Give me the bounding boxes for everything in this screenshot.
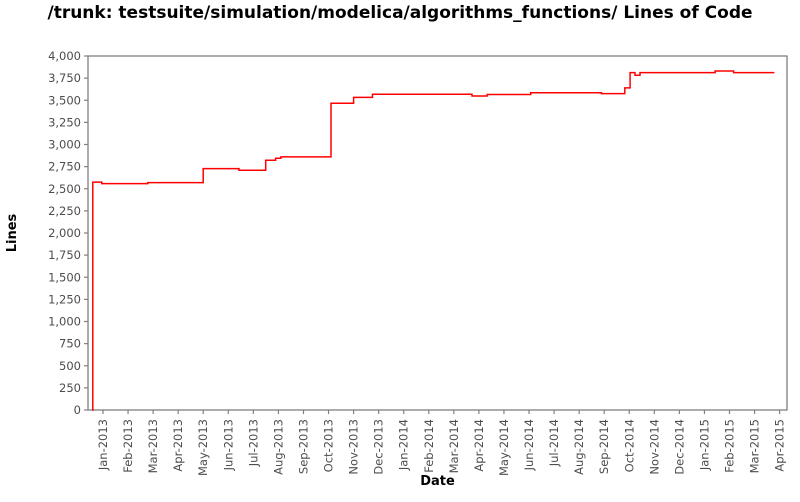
x-tick-label: May-2013 — [196, 419, 210, 476]
x-tick-label: Sep-2013 — [297, 419, 311, 474]
x-tick-label: Aug-2014 — [572, 419, 586, 475]
x-tick-label: Jun-2014 — [522, 419, 536, 471]
x-tick-label: Nov-2013 — [347, 419, 361, 475]
x-tick-label: Aug-2013 — [271, 419, 285, 475]
chart-title: /trunk: testsuite/simulation/modelica/al… — [47, 3, 753, 23]
y-tick-label: 1,000 — [48, 315, 81, 329]
y-tick-label: 2,000 — [48, 226, 81, 240]
x-tick-label: May-2014 — [497, 419, 511, 476]
x-tick-label: Jan-2014 — [397, 419, 411, 471]
x-tick-label: Apr-2015 — [773, 419, 787, 472]
x-tick-label: Dec-2014 — [672, 419, 686, 475]
y-tick-label: 0 — [74, 403, 81, 417]
y-tick-label: 1,250 — [48, 292, 81, 306]
plot-border — [87, 55, 788, 411]
x-tick-label: Feb-2013 — [121, 419, 135, 473]
x-tick-label: Feb-2014 — [422, 419, 436, 473]
x-tick-label: Jun-2013 — [221, 419, 235, 471]
x-tick-label: Sep-2014 — [597, 419, 611, 474]
x-tick-label: Oct-2014 — [622, 419, 636, 472]
x-tick-label: Nov-2014 — [647, 419, 661, 475]
y-tick-label: 500 — [59, 359, 81, 373]
y-tick-label: 2,500 — [48, 182, 81, 196]
y-tick-label: 1,500 — [48, 270, 81, 284]
y-tick-label: 750 — [59, 337, 81, 351]
x-tick-label: Dec-2013 — [372, 419, 386, 475]
series-line-lines-of-code — [91, 70, 775, 411]
x-tick-label: Feb-2015 — [723, 419, 737, 473]
y-tick-label: 2,250 — [48, 204, 81, 218]
y-tick-label: 250 — [59, 381, 81, 395]
y-tick-label: 1,750 — [48, 248, 81, 262]
y-tick-label: 3,000 — [48, 138, 81, 152]
y-axis-title: Lines — [5, 213, 20, 252]
y-tick-label: 3,500 — [48, 93, 81, 107]
x-axis: Jan-2013 Feb-2013 Mar-2013 Apr-2013 May-2013… — [96, 410, 787, 476]
x-tick-label: Jan-2015 — [697, 419, 711, 471]
y-tick-label: 3,250 — [48, 115, 81, 129]
y-axis: 0 250 500 750 1,000 1,250 1,500 1,750 2,000 2,250… — [48, 49, 88, 417]
x-tick-label: Apr-2014 — [472, 419, 486, 472]
x-tick-label: Jan-2013 — [96, 419, 110, 471]
x-tick-label: Mar-2015 — [748, 419, 762, 473]
x-tick-label: Apr-2013 — [171, 419, 185, 472]
x-tick-label: Mar-2013 — [146, 419, 160, 473]
y-tick-label: 4,000 — [48, 49, 81, 63]
x-tick-label: Oct-2013 — [322, 419, 336, 472]
y-tick-label: 2,750 — [48, 160, 81, 174]
x-tick-label: Jul-2014 — [547, 419, 561, 467]
y-tick-label: 3,750 — [48, 71, 81, 85]
x-axis-title: Date — [420, 474, 455, 489]
x-tick-label: Mar-2014 — [447, 419, 461, 473]
x-tick-label: Jul-2013 — [246, 419, 260, 467]
